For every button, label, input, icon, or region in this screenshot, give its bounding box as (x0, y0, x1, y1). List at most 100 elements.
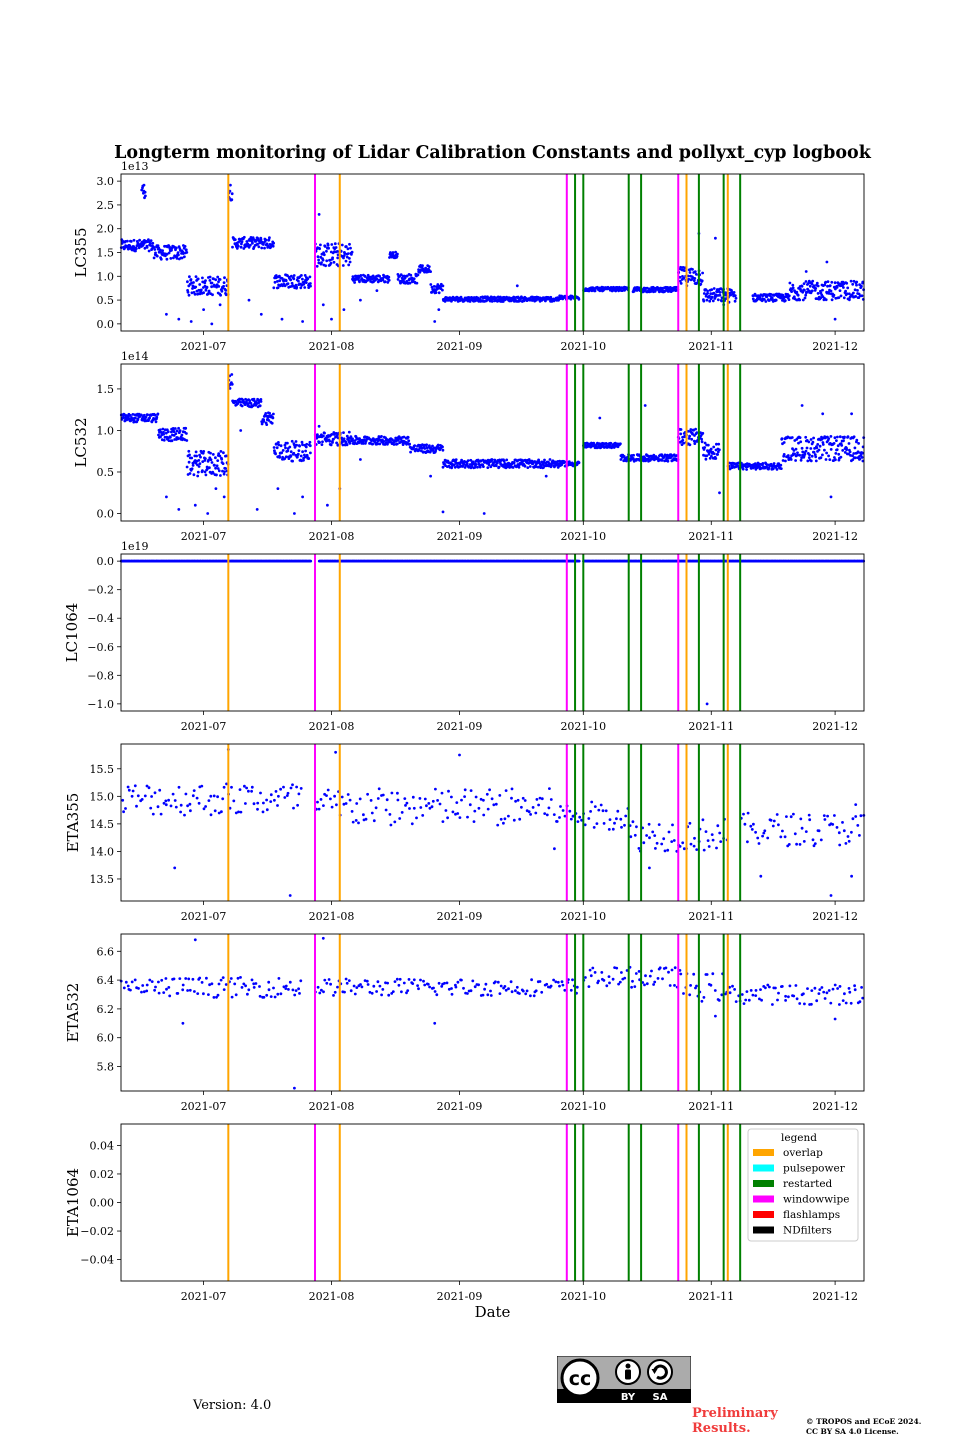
data-point (689, 428, 693, 431)
data-point (196, 474, 200, 478)
data-point (236, 244, 240, 248)
data-point (346, 252, 350, 256)
data-point (812, 450, 816, 454)
data-point (278, 456, 282, 459)
data-point (816, 443, 820, 446)
data-point (252, 802, 256, 806)
data-point (206, 292, 210, 296)
data-point (705, 454, 709, 458)
data-point (324, 264, 327, 268)
data-point (378, 442, 382, 446)
data-point (330, 243, 334, 246)
data-point (143, 190, 147, 194)
data-point (158, 428, 162, 432)
data-point (687, 437, 691, 440)
data-point (332, 260, 336, 264)
data-point (193, 292, 197, 296)
data-point (330, 433, 334, 436)
data-point (283, 443, 287, 447)
data-point (194, 275, 198, 278)
data-point (149, 239, 153, 243)
data-point (327, 246, 330, 250)
data-point (217, 452, 221, 456)
data-point (153, 248, 157, 251)
data-point (807, 456, 811, 459)
data-point (183, 813, 186, 817)
data-point (175, 429, 179, 433)
data-point-outlier (718, 491, 721, 495)
data-point (205, 285, 209, 289)
data-point (813, 453, 817, 457)
data-point (396, 252, 399, 256)
data-point (838, 435, 842, 439)
data-point (543, 458, 546, 462)
data-point (779, 467, 783, 470)
data-point (767, 466, 771, 469)
data-point (147, 249, 151, 253)
data-point (260, 246, 264, 250)
y-tick-label: 1.0 (97, 424, 115, 437)
data-point (833, 281, 837, 285)
data-point (774, 298, 778, 302)
data-point (271, 416, 275, 420)
y-tick-label: −1.0 (87, 698, 114, 711)
data-point (303, 274, 307, 277)
data-point (323, 431, 326, 435)
data-point (298, 444, 301, 448)
data-point (138, 238, 142, 242)
data-point (335, 250, 339, 253)
data-point (691, 268, 694, 271)
data-point (548, 458, 552, 461)
data-point (347, 430, 351, 434)
data-point (678, 275, 682, 279)
data-point (853, 288, 857, 292)
data-point (167, 798, 171, 802)
data-point (180, 256, 184, 260)
data-point (161, 427, 165, 431)
data-point (797, 441, 800, 445)
data-point (331, 441, 334, 444)
data-point (143, 246, 147, 250)
data-point (860, 294, 864, 298)
data-point (198, 462, 202, 465)
data-point (577, 297, 581, 301)
data-point (533, 460, 537, 463)
data-point (791, 283, 795, 287)
data-point (861, 280, 865, 284)
data-point (729, 293, 733, 297)
data-point (412, 277, 416, 281)
data-point (845, 448, 848, 452)
data-point (252, 397, 256, 401)
data-point (231, 245, 234, 249)
data-point (409, 273, 413, 277)
data-point (473, 466, 477, 469)
data-point-outlier (342, 308, 346, 311)
data-point (268, 236, 271, 240)
data-point (230, 382, 234, 386)
data-point (177, 785, 181, 789)
data-point (175, 257, 179, 260)
data-point (791, 286, 795, 290)
data-point (395, 254, 399, 258)
data-point (209, 794, 213, 798)
data-point (391, 251, 395, 254)
data-point (511, 466, 515, 469)
data-point (408, 281, 412, 285)
data-point (150, 795, 154, 798)
data-point (796, 451, 799, 455)
data-point (528, 465, 532, 468)
data-point (309, 559, 313, 563)
data-point (131, 413, 135, 416)
data-point (847, 442, 851, 445)
data-point (209, 813, 213, 817)
data-point (273, 449, 276, 453)
axes-frame (120, 363, 865, 522)
data-point (826, 280, 830, 283)
data-point (416, 273, 420, 277)
data-point (604, 442, 608, 445)
data-point (123, 247, 126, 250)
data-point (712, 287, 716, 290)
data-point (214, 456, 217, 460)
data-point (421, 443, 424, 447)
data-point (140, 798, 144, 801)
